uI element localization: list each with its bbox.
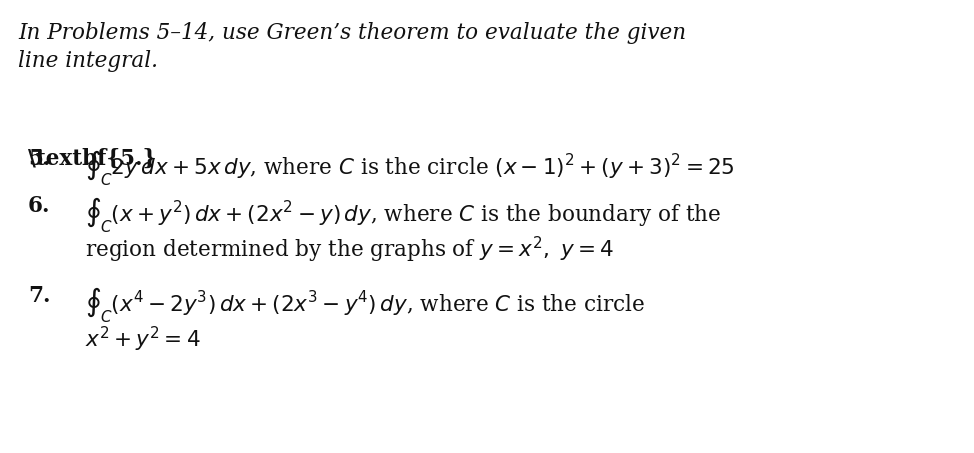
Text: $\oint_C 2y\,dx + 5x\,dy$, where $C$ is the circle $(x - 1)^2 + (y + 3)^2 = 25$: $\oint_C 2y\,dx + 5x\,dy$, where $C$ is … <box>85 148 734 188</box>
Text: $\oint_C (x + y^2)\,dx + (2x^2 - y)\,dy$, where $C$ is the boundary of the: $\oint_C (x + y^2)\,dx + (2x^2 - y)\,dy$… <box>85 195 722 235</box>
Text: In Problems 5–14, use Green’s theorem to evaluate the given: In Problems 5–14, use Green’s theorem to… <box>18 22 686 44</box>
Text: line integral.: line integral. <box>18 50 158 72</box>
Text: 6.: 6. <box>28 195 51 217</box>
Text: \textbf{5.}: \textbf{5.} <box>28 148 157 170</box>
Text: region determined by the graphs of $y = x^2,\ y = 4$: region determined by the graphs of $y = … <box>85 235 615 265</box>
Text: $\oint_C (x^4 - 2y^3)\,dx + (2x^3 - y^4)\,dy$, where $C$ is the circle: $\oint_C (x^4 - 2y^3)\,dx + (2x^3 - y^4)… <box>85 285 645 325</box>
Text: $x^2 + y^2 = 4$: $x^2 + y^2 = 4$ <box>85 325 201 354</box>
Text: 5.: 5. <box>28 148 51 170</box>
Text: 7.: 7. <box>28 285 51 307</box>
